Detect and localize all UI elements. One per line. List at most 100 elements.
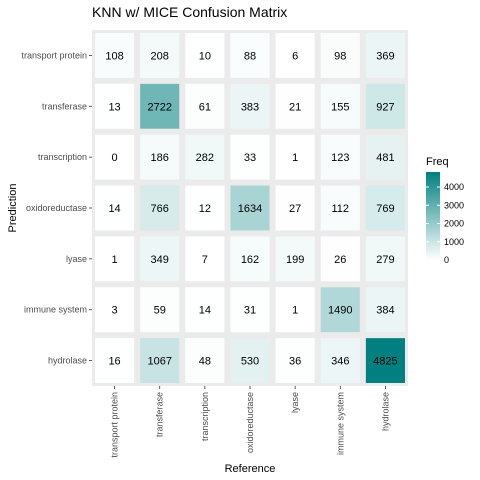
heatmap-cell-transport-protein-transferase bbox=[140, 33, 180, 78]
heatmap-cell-transcription-hydrolase bbox=[365, 134, 405, 180]
heatmap-cell-immune-system-transferase bbox=[140, 287, 180, 333]
cell-value-label: 10 bbox=[199, 50, 211, 62]
cell-value-label: 14 bbox=[199, 305, 211, 317]
cell-value-label: 26 bbox=[334, 254, 346, 266]
y-tick-label-oxidoreductase: oxidoreductase bbox=[26, 203, 87, 213]
cell-value-label: 33 bbox=[244, 152, 256, 164]
y-tick-label-transport-protein: transport protein bbox=[21, 50, 87, 60]
heatmap-cell-transcription-lyase bbox=[275, 134, 315, 180]
legend-ticks: 0 1000 2000 3000 4000 bbox=[426, 182, 464, 265]
heatmap-cell-transport-protein-immune-system bbox=[320, 33, 360, 78]
heatmap-cell-transferase-immune-system bbox=[320, 83, 360, 129]
heatmap-cell-lyase-oxidoreductase bbox=[230, 236, 270, 282]
y-axis-ticks: transport protein transferase transcriptio… bbox=[21, 50, 92, 366]
cell-value-label: 208 bbox=[151, 50, 169, 62]
heatmap-cell-immune-system-oxidoreductase bbox=[230, 287, 270, 333]
cell-value-label: 1 bbox=[112, 254, 118, 266]
cell-value-label: 349 bbox=[151, 254, 169, 266]
legend-tick-label: 1000 bbox=[444, 237, 464, 247]
heatmap-cell-transferase-transcription bbox=[185, 83, 225, 129]
heatmap-cell-transport-protein-hydrolase bbox=[365, 33, 405, 78]
cell-value-label: 927 bbox=[376, 101, 394, 113]
cell-value-label: 162 bbox=[241, 254, 259, 266]
heatmap-cell-transport-protein-oxidoreductase bbox=[230, 33, 270, 78]
heatmap-cell-lyase-immune-system bbox=[320, 236, 360, 282]
heatmap-cell-lyase-transport-protein bbox=[95, 236, 135, 282]
cell-value-label: 6 bbox=[292, 50, 298, 62]
cell-value-label: 16 bbox=[108, 356, 120, 368]
cell-value-label: 61 bbox=[199, 101, 211, 113]
cell-value-label: 530 bbox=[241, 356, 259, 368]
y-axis-title: Prediction bbox=[7, 184, 19, 233]
heatmap-cell-transferase-hydrolase bbox=[365, 83, 405, 129]
cell-value-label: 369 bbox=[376, 50, 394, 62]
heatmap-cell-lyase-hydrolase bbox=[365, 236, 405, 282]
cell-value-label: 3 bbox=[112, 305, 118, 317]
heatmap-cell-hydrolase-transcription bbox=[185, 338, 225, 383]
y-tick-label-lyase: lyase bbox=[66, 254, 87, 264]
x-axis-ticks: transport protein transferase transcriptio… bbox=[110, 386, 390, 458]
legend-title: Freq bbox=[426, 156, 449, 168]
heatmap-cell-transcription-immune-system bbox=[320, 134, 360, 180]
cell-value-label: 383 bbox=[241, 101, 259, 113]
heatmap-cell-transcription-transcription bbox=[185, 134, 225, 180]
chart-title: KNN w/ MICE Confusion Matrix bbox=[92, 4, 287, 20]
heatmap-cell-oxidoreductase-transferase bbox=[140, 185, 180, 231]
heatmap-cell-transferase-lyase bbox=[275, 83, 315, 129]
legend-tick-label: 3000 bbox=[444, 200, 464, 210]
heatmap-cell-oxidoreductase-hydrolase bbox=[365, 185, 405, 231]
cell-value-label: 384 bbox=[376, 305, 394, 317]
cell-value-label: 481 bbox=[376, 152, 394, 164]
heatmap-cell-hydrolase-hydrolase bbox=[365, 338, 405, 383]
x-tick-label-transport-protein: transport protein bbox=[110, 392, 120, 458]
cell-value-label: 27 bbox=[289, 203, 301, 215]
heatmap-cell-transferase-oxidoreductase bbox=[230, 83, 270, 129]
cell-value-label: 13 bbox=[108, 101, 120, 113]
heatmap-cell-hydrolase-oxidoreductase bbox=[230, 338, 270, 383]
heatmap-cell-lyase-transferase bbox=[140, 236, 180, 282]
cell-value-label: 12 bbox=[199, 203, 211, 215]
heatmap-cell-transferase-transport-protein bbox=[95, 83, 135, 129]
cell-value-label: 88 bbox=[244, 50, 256, 62]
cell-value-label: 282 bbox=[196, 152, 214, 164]
heatmap-cell-lyase-transcription bbox=[185, 236, 225, 282]
x-tick-label-oxidoreductase: oxidoreductase bbox=[245, 392, 255, 453]
heatmap-cell-transport-protein-transcription bbox=[185, 33, 225, 78]
heatmap-cell-immune-system-transcription bbox=[185, 287, 225, 333]
x-tick-label-lyase: lyase bbox=[290, 392, 300, 413]
heatmap-cell-immune-system-lyase bbox=[275, 287, 315, 333]
cell-value-label: 0 bbox=[112, 152, 118, 164]
legend-tick-label: 2000 bbox=[444, 219, 464, 229]
cell-value-label: 1 bbox=[292, 305, 298, 317]
heatmap-cell-hydrolase-transport-protein bbox=[95, 338, 135, 383]
cell-value-label: 346 bbox=[331, 356, 349, 368]
y-tick-label-transcription: transcription bbox=[38, 152, 87, 162]
heatmap-cell-oxidoreductase-immune-system bbox=[320, 185, 360, 231]
heatmap-cell-transcription-oxidoreductase bbox=[230, 134, 270, 180]
x-tick-label-hydrolase: hydrolase bbox=[380, 392, 390, 431]
cell-value-label: 769 bbox=[376, 203, 394, 215]
cell-value-label: 1490 bbox=[328, 305, 352, 317]
cell-value-label: 199 bbox=[286, 254, 304, 266]
cell-value-label: 31 bbox=[244, 305, 256, 317]
cell-value-label: 1 bbox=[292, 152, 298, 164]
cell-value-label: 48 bbox=[199, 356, 211, 368]
cell-value-label: 21 bbox=[289, 101, 301, 113]
cell-value-label: 186 bbox=[151, 152, 169, 164]
cell-value-label: 4825 bbox=[373, 356, 397, 368]
legend-tick-label: 0 bbox=[444, 255, 449, 265]
heatmap-cells bbox=[95, 33, 405, 383]
heatmap-cell-oxidoreductase-transcription bbox=[185, 185, 225, 231]
cell-value-label: 14 bbox=[108, 203, 120, 215]
cell-value-label: 7 bbox=[202, 254, 208, 266]
y-tick-label-transferase: transferase bbox=[42, 101, 87, 111]
heatmap-cell-transport-protein-transport-protein bbox=[95, 33, 135, 78]
heatmap-cell-immune-system-transport-protein bbox=[95, 287, 135, 333]
heatmap-cell-transport-protein-lyase bbox=[275, 33, 315, 78]
cell-value-label: 1067 bbox=[147, 356, 171, 368]
cell-value-label: 766 bbox=[151, 203, 169, 215]
heatmap-cell-hydrolase-transferase bbox=[140, 338, 180, 383]
heatmap-cell-transcription-transport-protein bbox=[95, 134, 135, 180]
y-tick-label-immune-system: immune system bbox=[24, 305, 87, 315]
